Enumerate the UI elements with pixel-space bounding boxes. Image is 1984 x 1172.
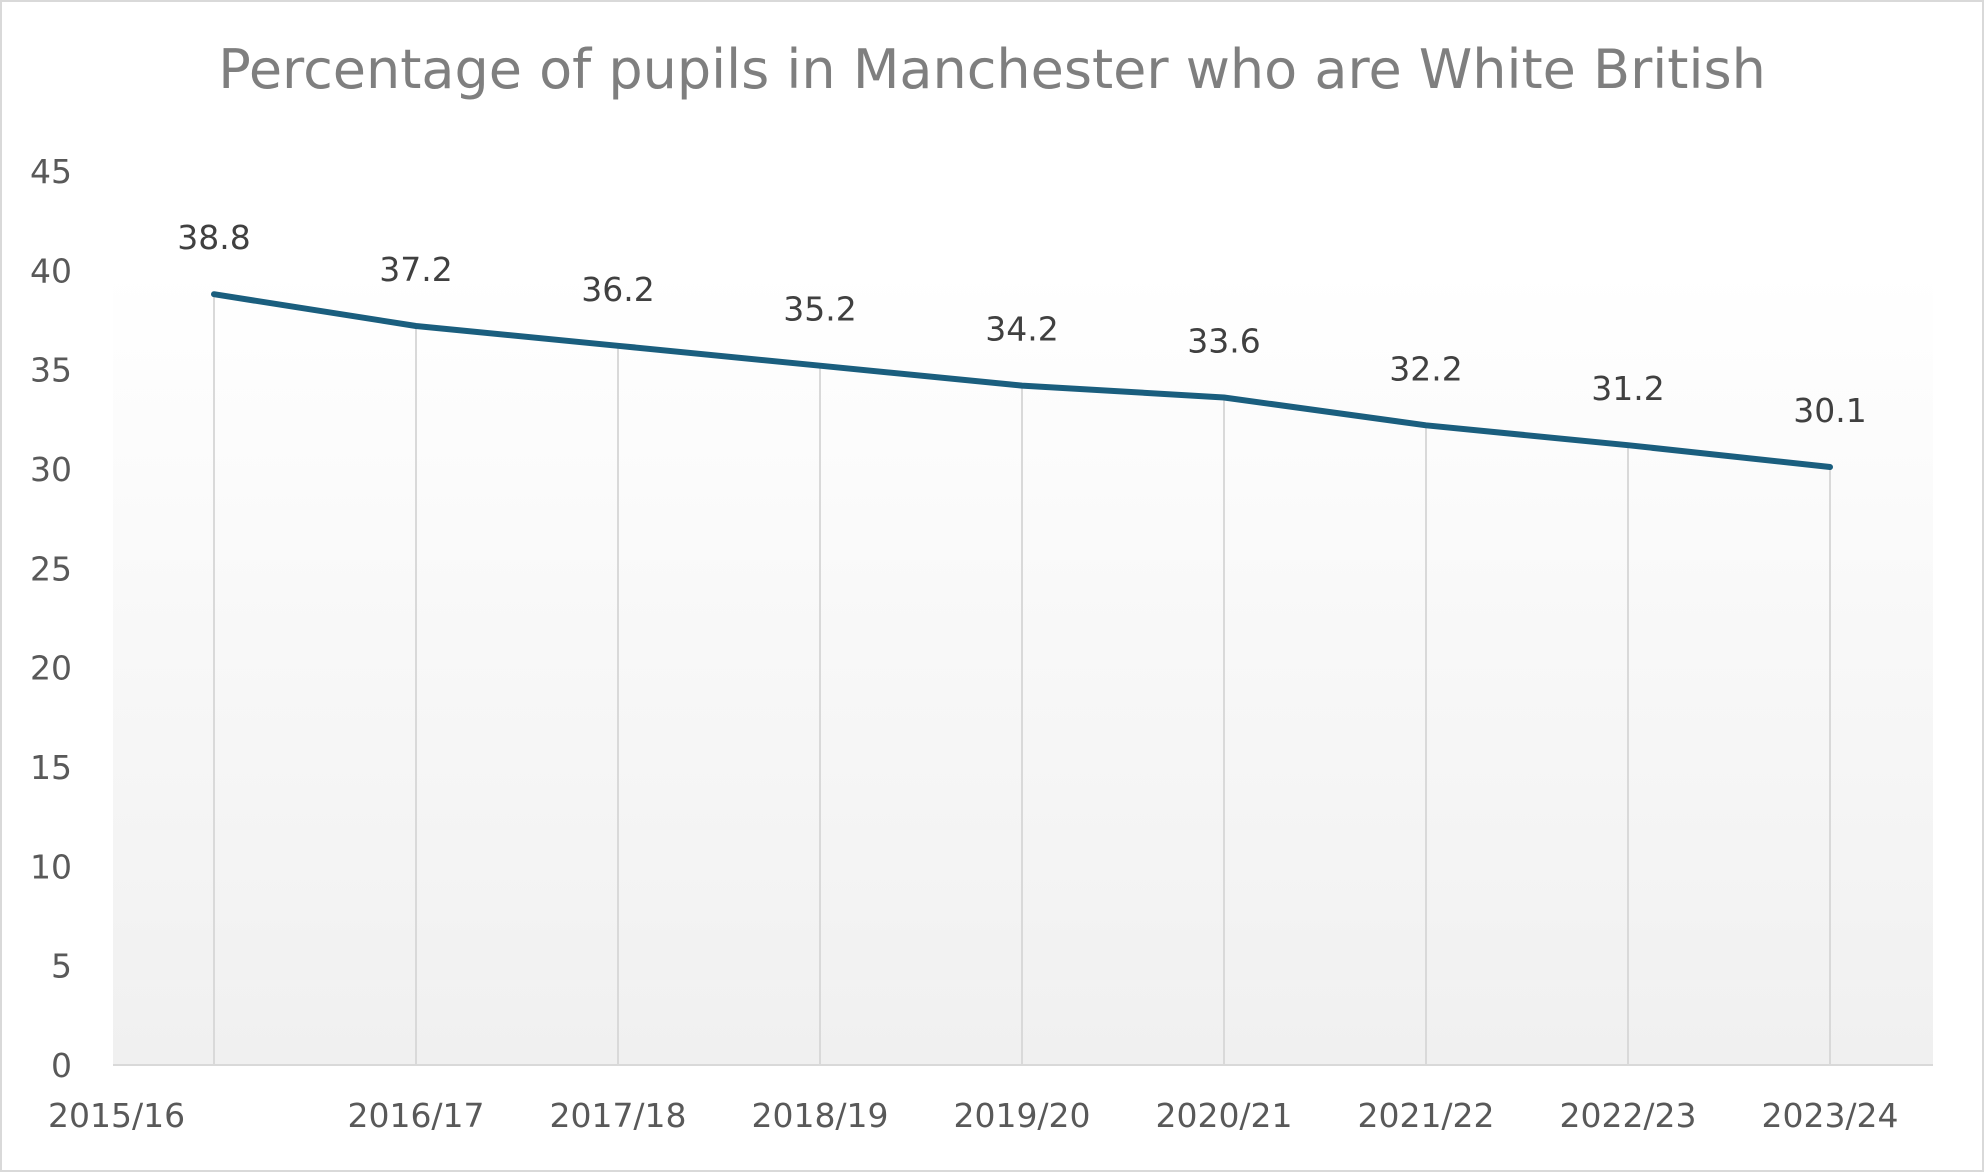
data-label: 38.8 (177, 218, 250, 257)
x-tick-label: 2023/24 (1761, 1096, 1898, 1135)
x-axis-ticks: 2015/16 2016/17 2017/18 2018/19 2019/20 2020/… (48, 1096, 1899, 1135)
x-tick-label: 2020/21 (1155, 1096, 1292, 1135)
y-tick-label: 35 (30, 351, 72, 390)
drop-lines (213, 294, 1831, 1065)
data-label: 36.2 (581, 270, 654, 309)
y-tick-label: 20 (30, 649, 72, 688)
x-tick-label: 2015/16 (48, 1096, 185, 1135)
y-tick-label: 40 (30, 251, 72, 290)
data-label: 32.2 (1389, 349, 1462, 388)
x-tick-label: 2021/22 (1357, 1096, 1494, 1135)
data-label: 34.2 (985, 310, 1058, 349)
data-labels: 38.8 37.2 36.2 35.2 34.2 33.6 32.2 31.2 30.1 (177, 218, 1866, 430)
y-tick-label: 5 (51, 947, 72, 986)
y-tick-label: 45 (30, 152, 72, 191)
y-tick-label: 15 (30, 748, 72, 787)
data-label: 30.1 (1793, 391, 1866, 430)
y-tick-label: 30 (30, 450, 72, 489)
data-label: 37.2 (379, 250, 452, 289)
chart-title: Percentage of pupils in Manchester who a… (218, 38, 1766, 101)
y-axis-ticks: 0 5 10 15 20 25 30 35 40 45 (30, 152, 72, 1085)
data-label: 35.2 (783, 290, 856, 329)
x-tick-label: 2017/18 (549, 1096, 686, 1135)
y-tick-label: 10 (30, 847, 72, 886)
series-line (211, 291, 1833, 470)
x-tick-label: 2016/17 (347, 1096, 484, 1135)
y-tick-label: 25 (30, 549, 72, 588)
x-tick-label: 2019/20 (953, 1096, 1090, 1135)
x-tick-label: 2022/23 (1559, 1096, 1696, 1135)
x-tick-label: 2018/19 (751, 1096, 888, 1135)
y-tick-label: 0 (51, 1046, 72, 1085)
data-label: 33.6 (1187, 321, 1260, 360)
data-label: 31.2 (1591, 369, 1664, 408)
